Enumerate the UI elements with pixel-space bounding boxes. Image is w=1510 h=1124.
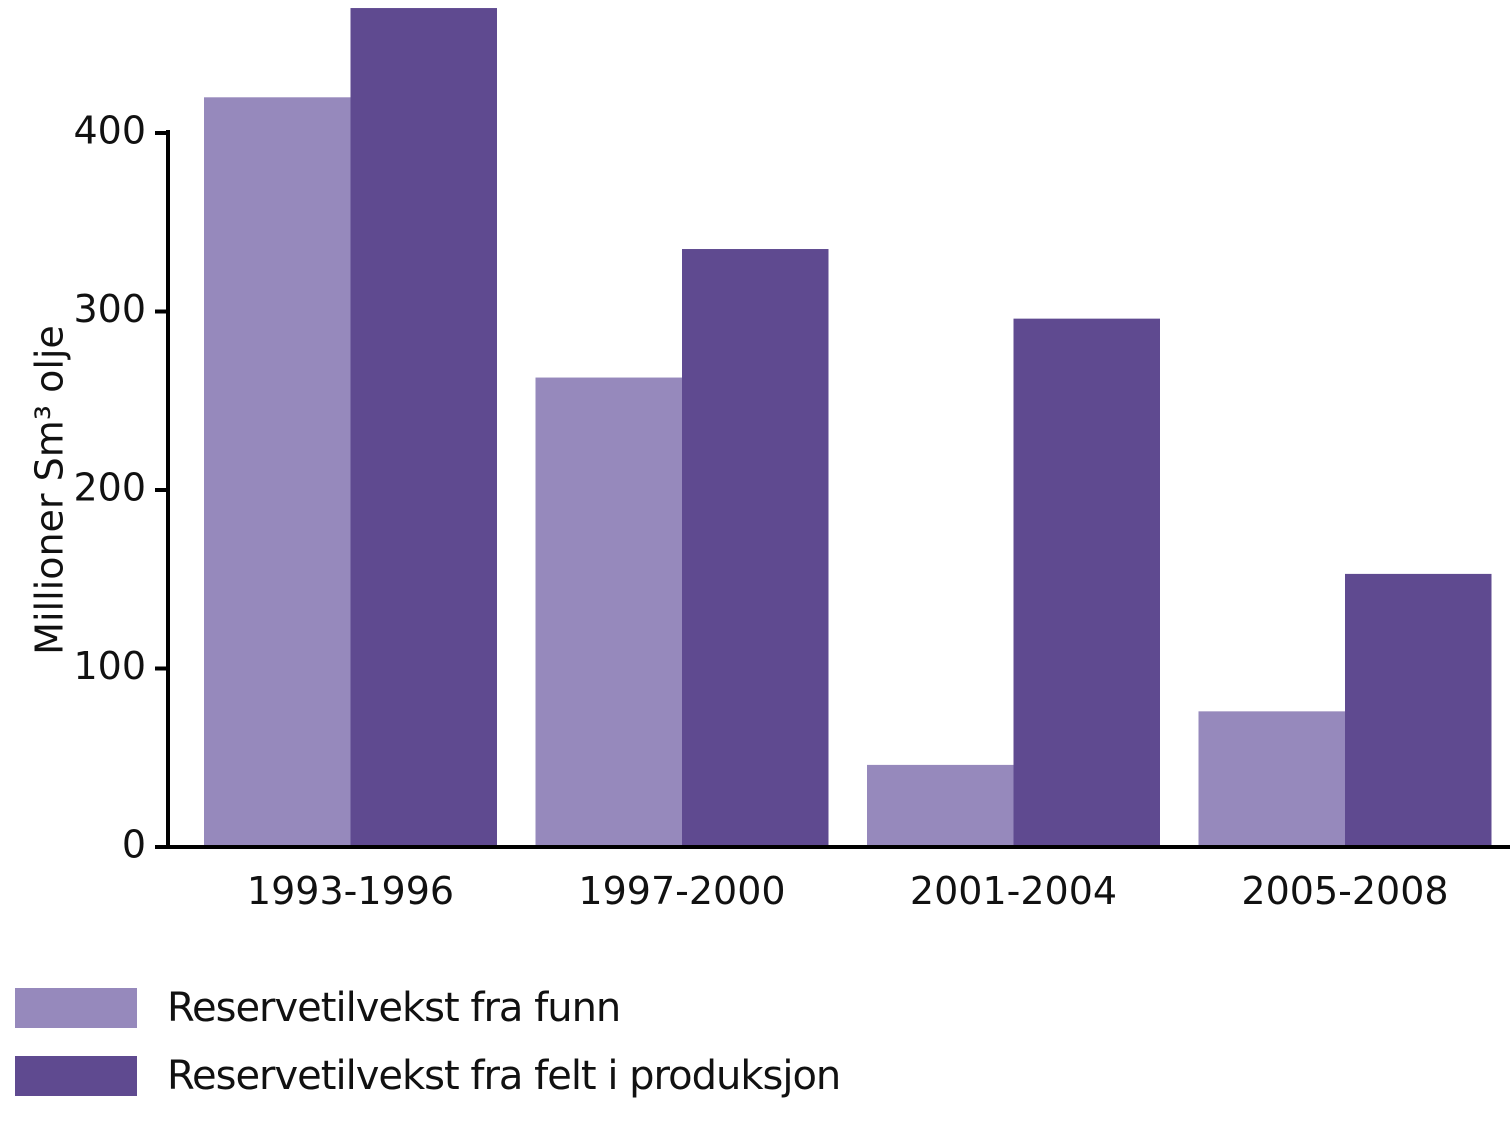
- bar-chart: 0 100 200 300 400 1993-1996 1997-2000 2001-200…: [28, 8, 1510, 913]
- bar-funn-2001-2004: [867, 764, 1014, 847]
- bar-felt-1997-2000: [682, 249, 829, 847]
- bar-felt-2005-2008: [1345, 573, 1492, 847]
- x-tick-label: 1997-2000: [578, 869, 785, 913]
- legend: Reservetilvekst fra funn Reservetilvekst …: [15, 985, 841, 1124]
- y-axis-label: Millioner Sm³ olje: [28, 325, 72, 655]
- y-tick-label: 300: [73, 287, 146, 331]
- legend-item: Reservetilvekst fra felt i produksjon: [15, 1053, 841, 1099]
- legend-item: Reservetilvekst fra funn: [15, 985, 840, 1031]
- bar-funn-1993-1996: [204, 97, 351, 848]
- y-tick-label: 400: [73, 109, 146, 153]
- bar-felt-2001-2004: [1013, 318, 1160, 847]
- bars-group: [204, 8, 1492, 848]
- y-tick-label: 100: [73, 644, 146, 688]
- y-tick-label: 200: [73, 466, 146, 510]
- bar-felt-1993-1996: [350, 8, 497, 848]
- legend-label: Reservetilvekst fra felt i produksjon: [167, 1053, 841, 1099]
- legend-swatch: [15, 1056, 137, 1096]
- x-ticks-group: 1993-1996 1997-2000 2001-2004 2005-2008: [247, 869, 1449, 913]
- legend-swatch: [15, 988, 137, 1028]
- x-tick-label: 2001-2004: [910, 869, 1117, 913]
- legend-label: Reservetilvekst fra funn: [167, 985, 621, 1031]
- bar-funn-1997-2000: [535, 377, 682, 847]
- bar-funn-2005-2008: [1198, 711, 1345, 847]
- x-tick-label: 1993-1996: [247, 869, 454, 913]
- y-ticks-group: 0 100 200 300 400: [73, 109, 168, 867]
- x-tick-label: 2005-2008: [1241, 869, 1448, 913]
- y-tick-label: 0: [122, 823, 146, 867]
